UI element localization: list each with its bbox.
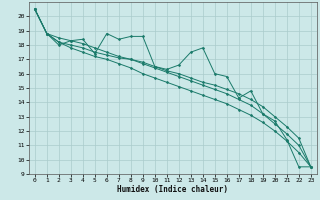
- X-axis label: Humidex (Indice chaleur): Humidex (Indice chaleur): [117, 185, 228, 194]
